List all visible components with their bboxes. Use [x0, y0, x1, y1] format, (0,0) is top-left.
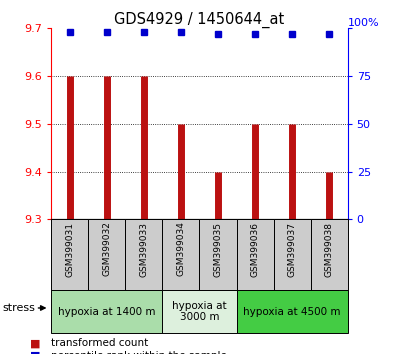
Text: transformed count: transformed count — [51, 338, 149, 348]
Bar — [51, 290, 162, 333]
Title: GDS4929 / 1450644_at: GDS4929 / 1450644_at — [114, 12, 285, 28]
Bar — [199, 219, 237, 290]
Text: stress: stress — [2, 303, 35, 313]
Text: GSM399032: GSM399032 — [102, 222, 111, 276]
Text: percentile rank within the sample: percentile rank within the sample — [51, 351, 227, 354]
Text: GSM399033: GSM399033 — [139, 222, 149, 276]
Bar — [274, 219, 310, 290]
Text: GSM399037: GSM399037 — [288, 222, 297, 276]
Bar — [162, 290, 237, 333]
Text: GSM399035: GSM399035 — [213, 222, 222, 276]
Bar — [126, 219, 162, 290]
Bar — [51, 219, 88, 290]
Text: GSM399034: GSM399034 — [177, 222, 186, 276]
Bar — [88, 219, 126, 290]
Text: GSM399038: GSM399038 — [325, 222, 334, 276]
Bar — [310, 219, 348, 290]
Text: GSM399031: GSM399031 — [65, 222, 74, 276]
Text: ■: ■ — [30, 338, 41, 348]
Bar — [237, 219, 274, 290]
Text: hypoxia at
3000 m: hypoxia at 3000 m — [172, 301, 227, 322]
Text: ■: ■ — [30, 351, 41, 354]
Bar — [237, 290, 348, 333]
Text: hypoxia at 4500 m: hypoxia at 4500 m — [243, 307, 341, 316]
Text: hypoxia at 1400 m: hypoxia at 1400 m — [58, 307, 156, 316]
Text: GSM399036: GSM399036 — [250, 222, 260, 276]
Text: 100%: 100% — [348, 18, 379, 28]
Bar — [162, 219, 199, 290]
